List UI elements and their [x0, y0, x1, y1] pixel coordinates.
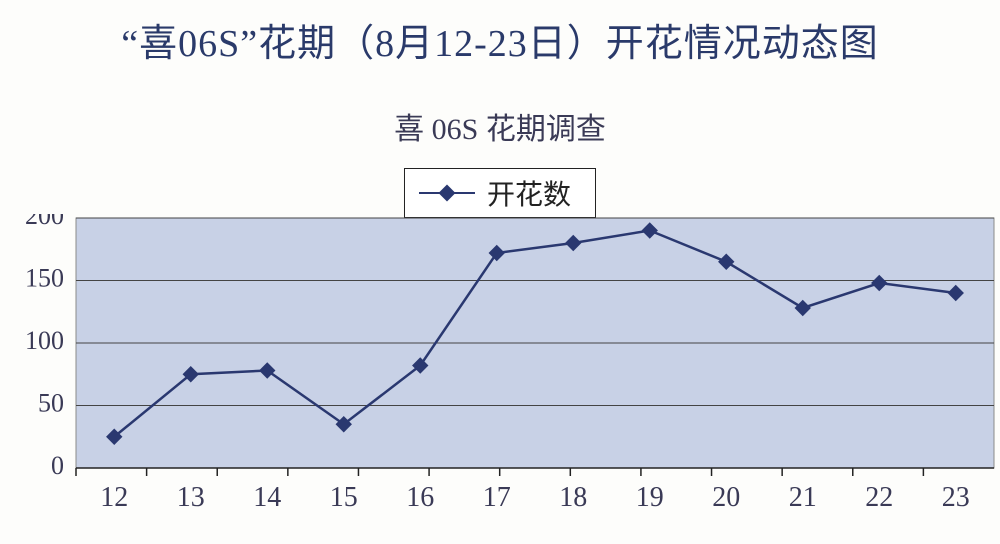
x-tick-label: 19 — [636, 482, 664, 513]
legend-line-sample — [419, 192, 475, 194]
x-tick-label: 18 — [559, 482, 587, 513]
x-tick-label: 12 — [100, 482, 128, 513]
chart-main-title: “喜06S”花期（8月12-23日）开花情况动态图 — [0, 12, 1000, 67]
line-chart: 0 50 100 150 200 12 13 14 15 16 17 18 19 20 21 22 23 — [0, 214, 1000, 544]
x-tick-label: 17 — [483, 482, 511, 513]
y-tick-label: 200 — [25, 214, 64, 230]
x-tick-label: 21 — [789, 482, 817, 513]
legend: 开花数 — [404, 168, 596, 218]
x-tick-label: 20 — [712, 482, 740, 513]
y-tick-label: 50 — [38, 388, 64, 417]
x-tick-label: 15 — [330, 482, 358, 513]
x-tick-label: 13 — [177, 482, 205, 513]
y-tick-label: 0 — [51, 451, 64, 480]
x-tick-label: 22 — [865, 482, 893, 513]
y-tick-label: 150 — [25, 263, 64, 292]
legend-label: 开花数 — [487, 173, 571, 213]
x-tick-label: 14 — [253, 482, 281, 513]
chart-svg: 0 50 100 150 200 12 13 14 15 16 17 18 19 20 21 22 23 — [0, 214, 1000, 544]
x-tick-label: 23 — [942, 482, 970, 513]
y-tick-label: 100 — [25, 326, 64, 355]
x-tick-label: 16 — [406, 482, 434, 513]
legend-marker-icon — [439, 185, 456, 202]
chart-subtitle: 喜 06S 花期调查 — [0, 104, 1000, 148]
